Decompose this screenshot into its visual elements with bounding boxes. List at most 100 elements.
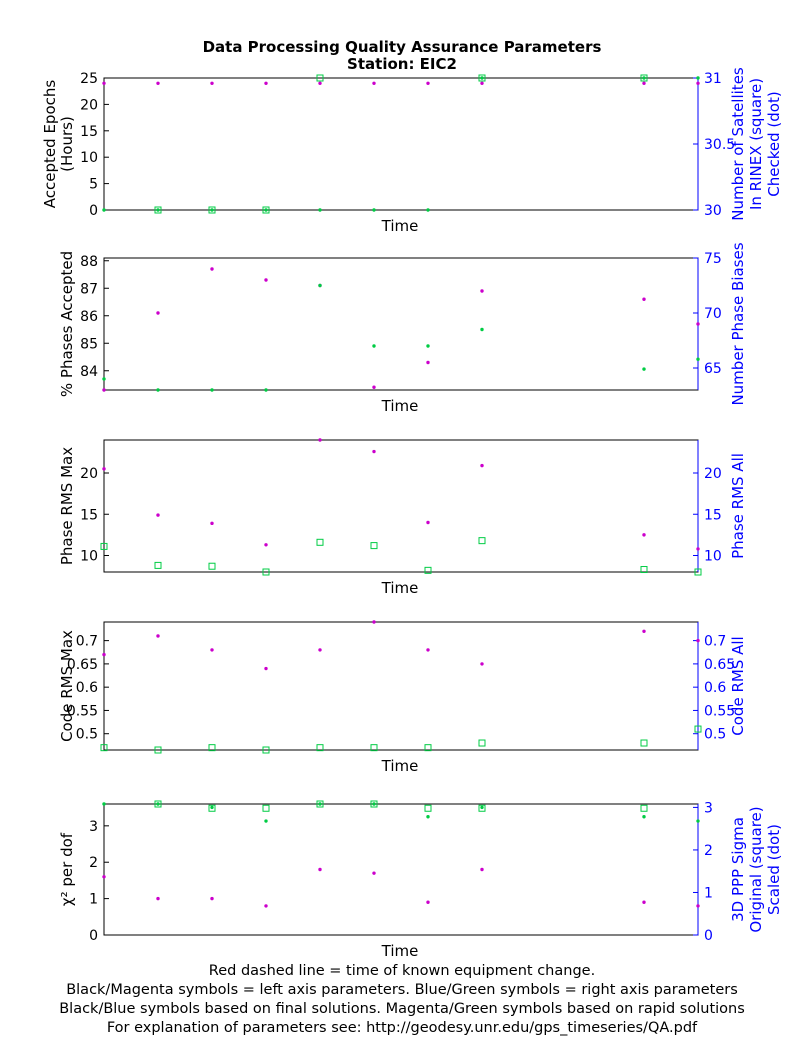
data-point-dot	[426, 344, 430, 348]
left-axis-label: Phase RMS Max	[58, 447, 76, 565]
data-point-dot	[480, 867, 484, 872]
data-point-square	[208, 206, 216, 214]
data-point-square	[478, 739, 486, 747]
panel-5: 0 1 2 3 0 1 2 3 Time χ² per dof 3D PPP Sigma Origin…	[58, 800, 783, 960]
data-point-dot	[480, 463, 484, 468]
data-point-square	[424, 744, 432, 752]
data-point-square	[478, 537, 486, 545]
x-axis-label: Time	[381, 579, 419, 597]
data-point-dot	[426, 360, 430, 365]
data-point-dot	[102, 875, 106, 879]
panel-3: 10 15 20 10 15 20 Time Phase RMS Max Phase RMS A…	[58, 438, 747, 597]
left-tick-label: 0	[89, 928, 98, 944]
data-point-square	[640, 74, 648, 82]
right-tick-label: 2	[704, 843, 713, 859]
data-point-dot	[480, 81, 484, 85]
data-point-square	[262, 568, 270, 576]
right-axis-label: In RINEX (square)	[747, 78, 765, 210]
data-point-dot	[156, 208, 160, 212]
data-point-dot	[102, 208, 106, 212]
data-point-dot	[696, 76, 700, 80]
data-point-dot	[156, 311, 160, 315]
data-point-dot	[372, 449, 376, 454]
data-point-square	[640, 566, 648, 574]
data-point-dot	[696, 638, 700, 643]
data-point-dot	[210, 267, 214, 271]
data-point-dot	[372, 81, 376, 85]
data-point-dot	[156, 81, 160, 85]
data-point-dot	[426, 208, 430, 212]
right-tick-label: 15	[704, 507, 722, 523]
x-axis-label: Time	[381, 397, 419, 415]
data-point-dot	[642, 629, 646, 634]
left-tick-label: 3	[89, 819, 98, 835]
data-point-square	[208, 562, 216, 570]
data-point-square	[154, 800, 162, 808]
data-point-square	[316, 538, 324, 546]
data-point-dot	[642, 900, 646, 904]
data-point-dot	[264, 543, 268, 547]
right-axis-label: Original (square)	[747, 806, 765, 932]
data-point-dot	[426, 900, 430, 904]
data-point-square	[100, 542, 108, 550]
right-axis-label: Code RMS All	[729, 636, 747, 735]
footnote-symbol-axes: Black/Magenta symbols = left axis parame…	[66, 982, 738, 998]
data-point-dot	[372, 385, 376, 389]
data-point-square	[640, 739, 648, 747]
data-point-dot	[210, 648, 214, 652]
data-point-dot	[642, 533, 646, 537]
left-tick-label: 1	[89, 892, 98, 908]
data-point-dot	[210, 81, 214, 85]
right-axis-label: Number of Satellites	[729, 67, 747, 221]
data-point-dot	[264, 904, 268, 908]
data-point-square	[262, 206, 270, 214]
data-point-dot	[318, 81, 322, 85]
panel-4: 0.5 0.55 0.6 0.65 0.7 0.5 0.55 0.6 0.65 0.7 Time Co…	[58, 620, 747, 775]
data-point-square	[370, 542, 378, 550]
data-point-dot	[210, 896, 214, 901]
left-axis-label: χ² per dof	[58, 832, 76, 906]
data-point-square	[208, 804, 216, 812]
data-point-square	[640, 804, 648, 812]
data-point-dot	[264, 666, 268, 671]
data-point-dot	[102, 81, 106, 85]
chart-subtitle: Station: EIC2	[347, 55, 457, 73]
right-tick-label: 0.7	[704, 634, 726, 650]
data-point-dot	[102, 377, 106, 381]
data-point-square	[316, 744, 324, 752]
left-tick-label: 0.6	[76, 680, 98, 696]
data-point-dot	[642, 76, 646, 80]
left-axis-label: (Hours)	[58, 116, 76, 172]
right-axis-label: Number Phase Biases	[729, 242, 747, 405]
left-tick-label: 15	[80, 507, 98, 523]
data-point-dot	[102, 388, 106, 392]
footnote-solution-types: Black/Blue symbols based on final soluti…	[59, 1001, 745, 1017]
data-point-square	[694, 725, 702, 733]
data-point-square	[262, 804, 270, 812]
data-point-dot	[426, 815, 430, 819]
data-point-dot	[426, 81, 430, 85]
left-tick-label: 0.65	[67, 657, 98, 673]
left-tick-label: 20	[80, 466, 98, 482]
data-point-dot	[156, 634, 160, 638]
data-point-dot	[156, 802, 160, 806]
data-point-dot	[264, 819, 268, 823]
data-point-square	[370, 800, 378, 808]
data-point-dot	[156, 513, 160, 517]
panel-1: 0 5 10 15 20 25 30 30.5 31 Time Accepted Epochs (Ho…	[41, 67, 783, 235]
data-point-square	[316, 74, 324, 82]
data-point-dot	[696, 819, 700, 823]
data-point-square	[154, 561, 162, 569]
data-point-dot	[210, 208, 214, 212]
right-tick-label: 70	[704, 306, 722, 322]
right-tick-label: 31	[704, 71, 722, 87]
data-point-dot	[696, 357, 700, 361]
x-axis-label: Time	[381, 217, 419, 235]
right-tick-label: 0	[704, 928, 713, 944]
data-point-dot	[210, 805, 214, 810]
left-tick-label: 0.7	[76, 634, 98, 650]
data-point-square	[316, 800, 324, 808]
right-tick-label: 0.6	[704, 680, 726, 696]
